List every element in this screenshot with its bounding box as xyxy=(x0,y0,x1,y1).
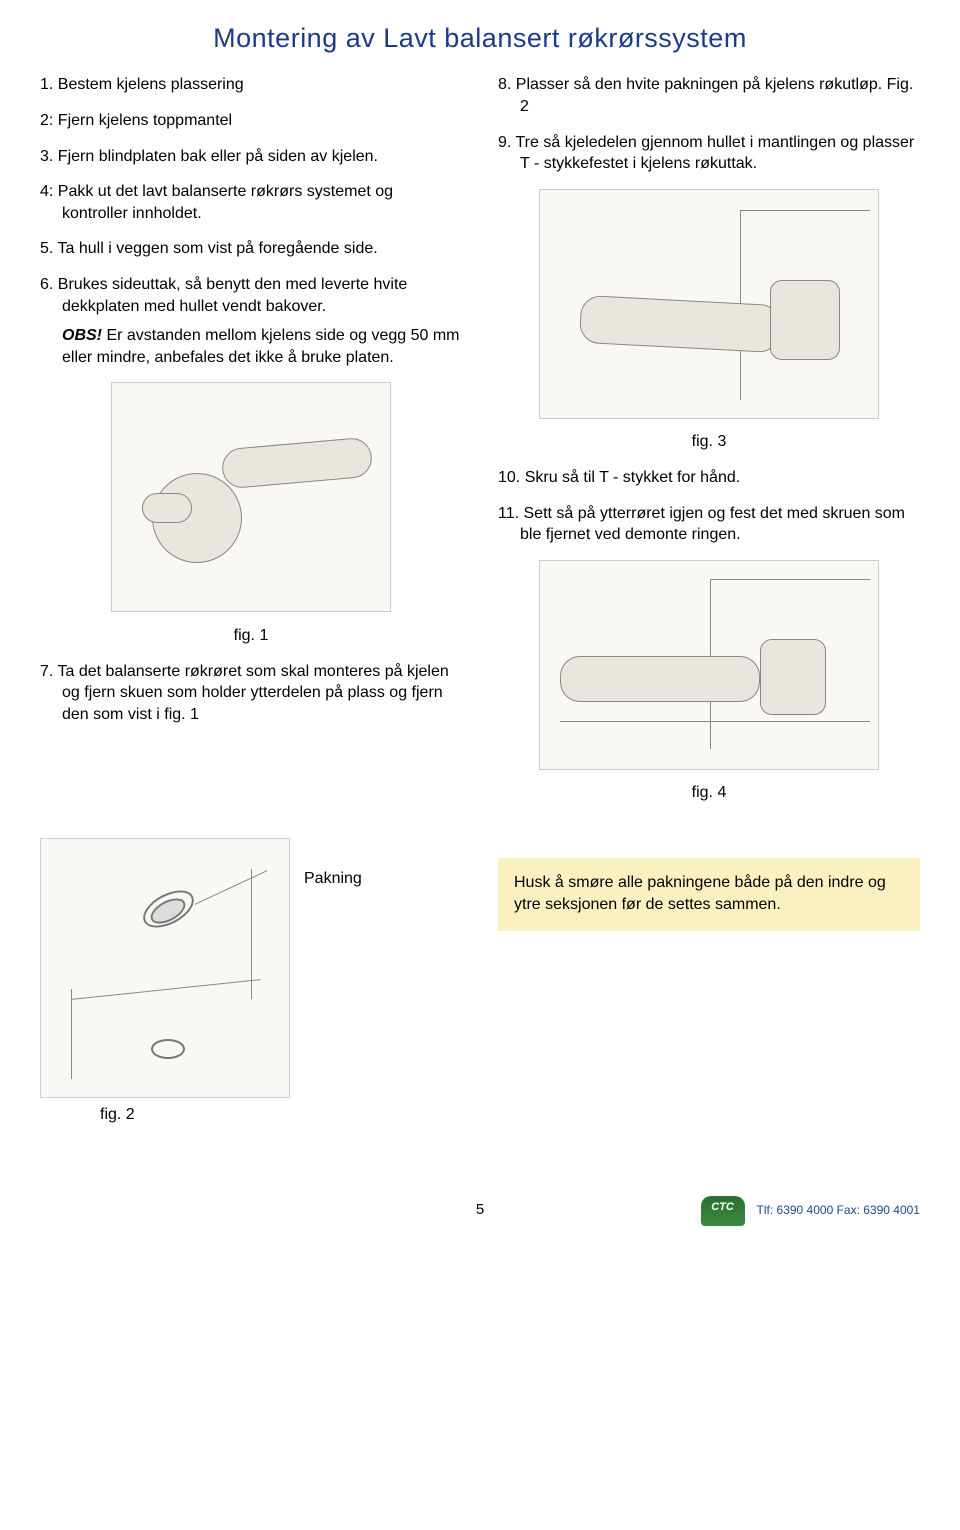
step-1: 1. Bestem kjelens plassering xyxy=(40,74,462,96)
step-9: 9. Tre så kjeledelen gjennom hullet i ma… xyxy=(498,132,920,175)
bottom-right: Husk å smøre alle pakningene både på den… xyxy=(498,838,920,931)
footer: 5 Tlf: 6390 4000 Fax: 6390 4001 xyxy=(0,1196,960,1226)
page-number: 5 xyxy=(333,1200,626,1220)
contact-info: Tlf: 6390 4000 Fax: 6390 4001 xyxy=(757,1202,920,1218)
step-5: 5. Ta hull i veggen som vist på foregåen… xyxy=(40,238,462,260)
page: Montering av Lavt balansert røkrørssyste… xyxy=(0,0,960,1156)
figure-pakning xyxy=(40,838,290,1098)
step-7: 7. Ta det balanserte røkrøret som skal m… xyxy=(40,661,462,726)
step-3: 3. Fjern blindplaten bak eller på siden … xyxy=(40,146,462,168)
figure-1-wrap xyxy=(40,382,462,619)
step-2: 2: Fjern kjelens toppmantel xyxy=(40,110,462,132)
figure-3-wrap xyxy=(498,189,920,426)
step-8: 8. Plasser så den hvite pakningen på kje… xyxy=(498,74,920,117)
step-6b: Er avstanden mellom kjelens side og vegg… xyxy=(62,327,460,366)
bottom-row: Pakning fig. 2 Husk å smøre alle pakning… xyxy=(40,838,920,1126)
pakning-row: Pakning xyxy=(40,838,462,1098)
pakning-label: Pakning xyxy=(304,868,362,890)
main-columns: 1. Bestem kjelens plassering 2: Fjern kj… xyxy=(40,74,920,818)
obs-label: OBS! xyxy=(62,327,102,344)
figure-3 xyxy=(539,189,879,419)
fig3-label: fig. 3 xyxy=(498,431,920,453)
step-6-obs: OBS! Er avstanden mellom kjelens side og… xyxy=(40,325,462,368)
fig2-label: fig. 2 xyxy=(100,1104,462,1126)
bottom-left: Pakning fig. 2 xyxy=(40,838,462,1126)
figure-4 xyxy=(539,560,879,770)
ctc-logo xyxy=(701,1196,745,1226)
right-column: 8. Plasser så den hvite pakningen på kje… xyxy=(498,74,920,818)
fig1-label: fig. 1 xyxy=(40,625,462,647)
footer-right: Tlf: 6390 4000 Fax: 6390 4001 xyxy=(627,1196,920,1226)
step-4: 4: Pakk ut det lavt balanserte røkrørs s… xyxy=(40,181,462,224)
step-6a: 6. Brukes sideuttak, så benytt den med l… xyxy=(40,274,462,317)
step-10: 10. Skru så til T - stykket for hånd. xyxy=(498,467,920,489)
page-title: Montering av Lavt balansert røkrørssyste… xyxy=(40,20,920,56)
fig4-label: fig. 4 xyxy=(498,782,920,804)
figure-1 xyxy=(111,382,391,612)
figure-4-wrap xyxy=(498,560,920,777)
highlight-note: Husk å smøre alle pakningene både på den… xyxy=(498,858,920,931)
left-column: 1. Bestem kjelens plassering 2: Fjern kj… xyxy=(40,74,462,818)
step-11: 11. Sett så på ytterrøret igjen og fest … xyxy=(498,503,920,546)
